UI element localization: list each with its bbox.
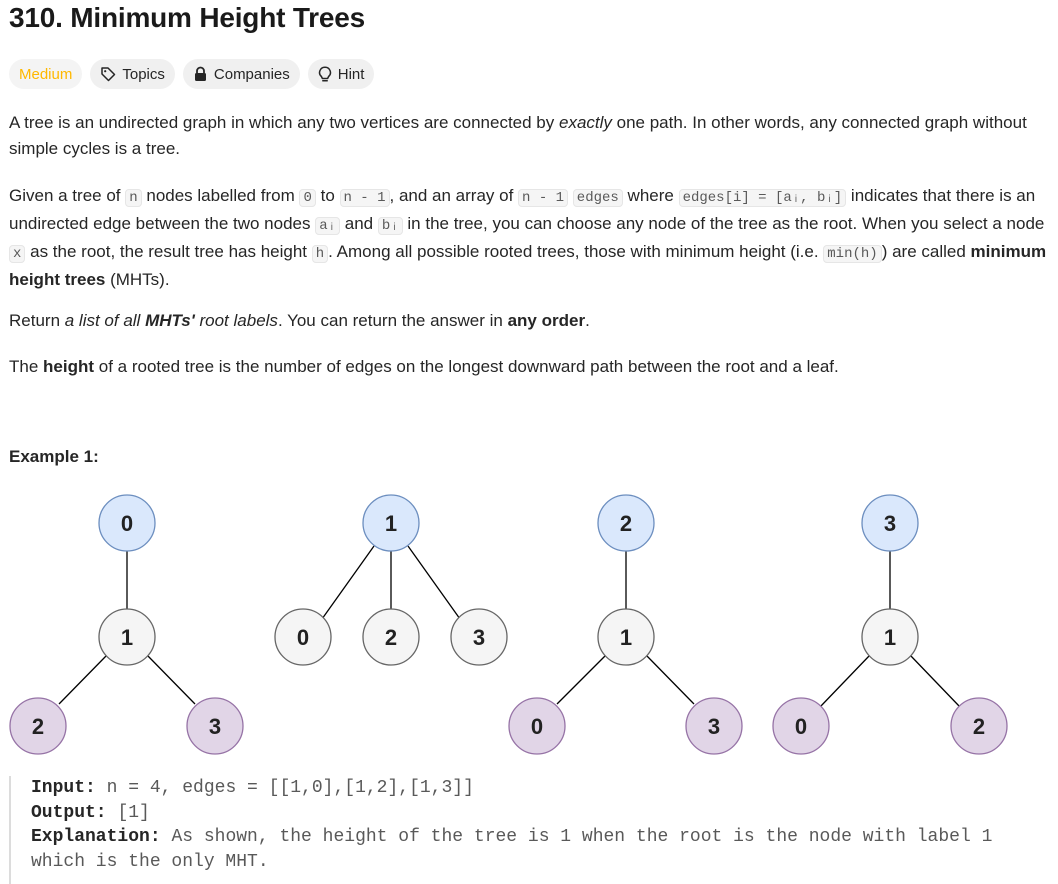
inline-code: h xyxy=(311,245,329,263)
tree-node: 2 xyxy=(362,608,420,666)
svg-text:1: 1 xyxy=(385,511,397,536)
description-paragraph-1: A tree is an undirected graph in which a… xyxy=(9,113,1027,158)
topics-label: Topics xyxy=(122,65,165,83)
lightbulb-icon xyxy=(318,65,331,82)
tag-icon xyxy=(101,67,116,82)
inline-code: x xyxy=(9,245,26,263)
hint-button[interactable]: Hint xyxy=(307,59,375,89)
tree-node: 0 xyxy=(98,494,156,552)
inline-code: n xyxy=(125,189,142,207)
example-output: Output: [1] xyxy=(31,802,150,823)
svg-text:3: 3 xyxy=(884,511,896,536)
inline-code: 0 xyxy=(299,189,316,207)
tree-edges xyxy=(58,545,961,708)
inline-code: bᵢ xyxy=(377,217,403,235)
tree-3: 2 1 0 3 xyxy=(508,494,743,755)
description-paragraph-3: Return a list of all MHTs' root labels. … xyxy=(9,311,590,330)
lock-icon xyxy=(194,66,206,81)
tree-node: 1 xyxy=(98,608,156,666)
tree-4: 3 1 0 2 xyxy=(772,494,1008,755)
svg-text:0: 0 xyxy=(297,625,309,650)
tree-node: 2 xyxy=(950,697,1008,755)
description-paragraph-4: The height of a rooted tree is the numbe… xyxy=(9,357,839,376)
svg-text:1: 1 xyxy=(121,625,133,650)
hint-label: Hint xyxy=(337,65,365,83)
svg-text:0: 0 xyxy=(531,714,543,739)
svg-text:3: 3 xyxy=(209,714,221,739)
tree-node: 0 xyxy=(772,697,830,755)
tree-node: 1 xyxy=(861,608,919,666)
problem-title: 310. Minimum Height Trees xyxy=(9,2,365,33)
inline-code: edges[i] = [aᵢ, bᵢ] xyxy=(678,189,847,207)
companies-button[interactable]: Companies xyxy=(182,59,300,89)
example-explanation: Explanation: As shown, the height of the… xyxy=(31,827,993,872)
tree-node: 0 xyxy=(274,608,332,666)
description-paragraph-2: Given a tree of n nodes labelled from 0 … xyxy=(9,186,1047,289)
svg-text:1: 1 xyxy=(884,625,896,650)
svg-text:2: 2 xyxy=(32,714,44,739)
example-code-block: Input: n = 4, edges = [[1,0],[1,2],[1,3]… xyxy=(9,776,1049,884)
inline-code: n - 1 xyxy=(339,189,390,207)
example-tree-diagram: 0 1 2 3 1 0 2 3 2 1 0 3 3 1 0 2 xyxy=(9,494,1008,755)
svg-text:0: 0 xyxy=(121,511,133,536)
tree-1: 0 1 2 3 xyxy=(9,494,244,755)
svg-text:3: 3 xyxy=(473,625,485,650)
companies-label: Companies xyxy=(213,65,290,83)
tree-node: 1 xyxy=(597,608,655,666)
difficulty-badge: Medium xyxy=(9,59,83,89)
svg-text:3: 3 xyxy=(708,714,720,739)
tree-node: 1 xyxy=(362,494,420,552)
topics-button[interactable]: Topics xyxy=(90,59,175,89)
tree-node: 2 xyxy=(9,697,67,755)
svg-text:2: 2 xyxy=(620,511,632,536)
inline-code: aᵢ xyxy=(315,217,341,235)
tree-node: 0 xyxy=(508,697,566,755)
inline-code: n - 1 xyxy=(518,189,569,207)
tree-node: 2 xyxy=(597,494,655,552)
inline-code: min(h) xyxy=(823,245,882,263)
svg-text:2: 2 xyxy=(973,714,985,739)
svg-text:0: 0 xyxy=(795,714,807,739)
tree-node: 3 xyxy=(186,697,244,755)
example-input: Input: n = 4, edges = [[1,0],[1,2],[1,3]… xyxy=(31,778,474,798)
tree-node: 3 xyxy=(450,608,508,666)
problem-tags: Medium Topics Companies Hint xyxy=(9,59,375,89)
tree-node: 3 xyxy=(861,494,919,552)
svg-text:1: 1 xyxy=(620,625,632,650)
difficulty-label: Medium xyxy=(19,65,73,83)
inline-code: edges xyxy=(572,189,623,207)
tree-2: 1 0 2 3 xyxy=(274,494,508,666)
tree-node: 3 xyxy=(685,697,743,755)
svg-text:2: 2 xyxy=(385,625,397,650)
example-title: Example 1: xyxy=(9,447,99,466)
